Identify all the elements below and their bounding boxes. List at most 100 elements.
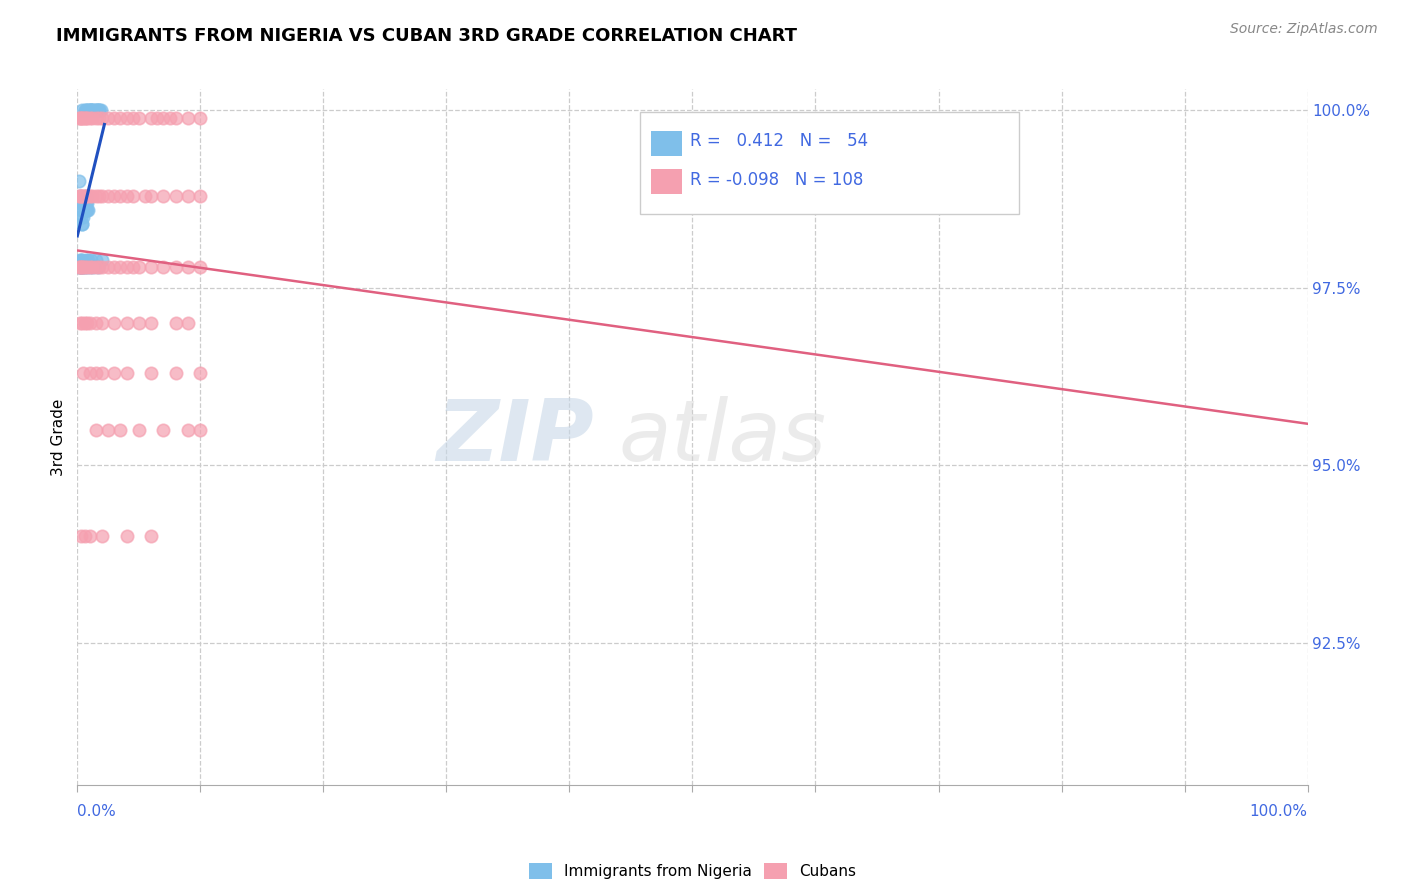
Point bbox=[165, 188, 187, 202]
Point bbox=[72, 195, 94, 210]
Point bbox=[80, 252, 103, 267]
Y-axis label: 3rd Grade: 3rd Grade bbox=[51, 399, 66, 475]
Point bbox=[103, 317, 125, 331]
Point bbox=[128, 317, 150, 331]
Point bbox=[165, 260, 187, 274]
Point bbox=[97, 188, 120, 202]
Point bbox=[97, 111, 120, 125]
Point bbox=[79, 366, 101, 380]
Point bbox=[121, 188, 143, 202]
Point bbox=[70, 217, 93, 231]
Point bbox=[73, 111, 96, 125]
Point bbox=[115, 111, 138, 125]
Point bbox=[69, 188, 91, 202]
Point bbox=[70, 260, 93, 274]
Point bbox=[190, 366, 212, 380]
Point bbox=[141, 366, 163, 380]
Point bbox=[190, 111, 212, 125]
Point bbox=[177, 111, 200, 125]
Point bbox=[73, 202, 96, 217]
Point bbox=[97, 423, 120, 437]
Point bbox=[69, 252, 91, 267]
Point bbox=[141, 529, 163, 543]
Point bbox=[86, 103, 108, 118]
Point bbox=[84, 111, 107, 125]
Point bbox=[84, 317, 107, 331]
Point bbox=[141, 111, 163, 125]
Point bbox=[84, 103, 107, 118]
Point bbox=[69, 317, 91, 331]
Point bbox=[75, 188, 97, 202]
Point bbox=[69, 260, 91, 274]
Point bbox=[67, 260, 90, 274]
Point bbox=[90, 111, 114, 125]
Point bbox=[90, 529, 114, 543]
Point bbox=[141, 260, 163, 274]
Point bbox=[128, 260, 150, 274]
Point bbox=[103, 188, 125, 202]
Point bbox=[152, 260, 174, 274]
Point bbox=[82, 103, 104, 118]
Point bbox=[90, 252, 114, 267]
Point bbox=[79, 103, 101, 118]
Point bbox=[75, 252, 97, 267]
Point bbox=[76, 260, 98, 274]
Point bbox=[72, 188, 94, 202]
Point bbox=[76, 188, 98, 202]
Point bbox=[115, 188, 138, 202]
Point bbox=[70, 188, 93, 202]
Point bbox=[72, 366, 94, 380]
Point bbox=[69, 188, 91, 202]
Point bbox=[70, 111, 93, 125]
Point bbox=[67, 188, 90, 202]
Point bbox=[89, 103, 111, 118]
Point bbox=[80, 103, 103, 118]
Point bbox=[75, 103, 97, 118]
Point bbox=[76, 103, 98, 118]
Point bbox=[82, 103, 104, 118]
Point bbox=[90, 366, 114, 380]
Point bbox=[82, 188, 104, 202]
Point bbox=[77, 103, 100, 118]
Point bbox=[82, 260, 104, 274]
Point bbox=[115, 317, 138, 331]
Point bbox=[79, 103, 101, 118]
Point bbox=[103, 366, 125, 380]
Point bbox=[70, 252, 93, 267]
Text: atlas: atlas bbox=[619, 395, 827, 479]
Point bbox=[165, 317, 187, 331]
Point bbox=[70, 210, 93, 224]
Point bbox=[70, 317, 93, 331]
Point bbox=[84, 252, 107, 267]
Point bbox=[73, 317, 96, 331]
Point bbox=[72, 202, 94, 217]
Point bbox=[70, 202, 93, 217]
Point bbox=[97, 260, 120, 274]
Point bbox=[67, 260, 90, 274]
Point bbox=[159, 111, 181, 125]
Text: IMMIGRANTS FROM NIGERIA VS CUBAN 3RD GRADE CORRELATION CHART: IMMIGRANTS FROM NIGERIA VS CUBAN 3RD GRA… bbox=[56, 27, 797, 45]
Point bbox=[121, 111, 143, 125]
Text: 0.0%: 0.0% bbox=[77, 805, 117, 819]
Point bbox=[89, 103, 111, 118]
Point bbox=[115, 366, 138, 380]
Text: R = -0.098   N = 108: R = -0.098 N = 108 bbox=[690, 171, 863, 189]
Point bbox=[190, 188, 212, 202]
Point bbox=[73, 529, 96, 543]
Point bbox=[103, 111, 125, 125]
Point bbox=[84, 188, 107, 202]
Point bbox=[70, 260, 93, 274]
Point bbox=[89, 188, 111, 202]
Point bbox=[110, 423, 132, 437]
Point bbox=[76, 111, 98, 125]
Point bbox=[110, 188, 132, 202]
Point bbox=[75, 202, 97, 217]
Point bbox=[128, 111, 150, 125]
Point bbox=[79, 317, 101, 331]
Point bbox=[141, 188, 163, 202]
Point bbox=[90, 188, 114, 202]
Point bbox=[75, 111, 97, 125]
Point bbox=[90, 103, 112, 118]
Point bbox=[70, 529, 93, 543]
Point bbox=[69, 111, 91, 125]
